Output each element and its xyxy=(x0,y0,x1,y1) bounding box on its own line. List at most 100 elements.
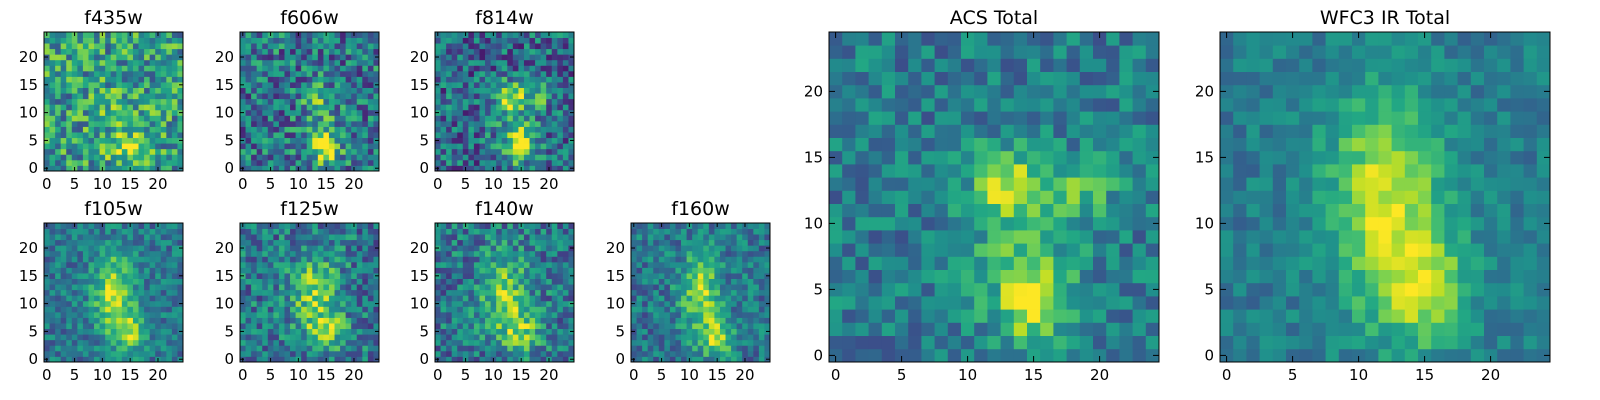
heatmap-cell xyxy=(290,154,296,161)
heatmap-cell xyxy=(653,300,660,307)
heatmap-cell xyxy=(340,228,347,235)
heatmap-cell xyxy=(440,317,447,324)
heatmap-cell xyxy=(306,43,313,50)
heatmap-cell xyxy=(764,234,771,241)
heatmap-cell xyxy=(171,120,178,127)
heatmap-cell xyxy=(758,228,765,235)
heatmap-cell xyxy=(490,54,497,61)
heatmap-cell xyxy=(49,143,56,150)
heatmap-cell xyxy=(523,137,530,144)
heatmap-cell xyxy=(518,245,525,252)
heatmap-cell xyxy=(155,120,162,127)
heatmap-cell xyxy=(88,65,95,72)
heatmap-cell xyxy=(462,273,469,279)
heatmap-cell xyxy=(367,126,374,133)
heatmap-cell xyxy=(110,43,117,50)
heatmap-cell xyxy=(562,70,569,77)
heatmap-cell xyxy=(686,339,693,346)
heatmap-cell xyxy=(155,289,162,296)
x-tick-label: 0 xyxy=(629,366,639,384)
heatmap-cell xyxy=(149,289,156,296)
heatmap-cell xyxy=(501,65,508,72)
heatmap-cell xyxy=(961,335,975,350)
heatmap-cell xyxy=(55,165,62,172)
heatmap-cell xyxy=(334,82,341,88)
heatmap-cell xyxy=(731,339,738,346)
heatmap-cell xyxy=(351,300,358,307)
heatmap-cell xyxy=(451,350,458,357)
heatmap-cell xyxy=(1066,322,1081,336)
heatmap-cell xyxy=(256,228,263,235)
heatmap-cell xyxy=(267,250,274,257)
heatmap-cell xyxy=(490,115,497,122)
heatmap-cell xyxy=(373,295,380,302)
heatmap-cell xyxy=(177,234,184,241)
heatmap-cell xyxy=(479,48,486,55)
heatmap-cell xyxy=(529,317,536,324)
heatmap-cell xyxy=(462,267,469,274)
heatmap-cell xyxy=(60,284,67,291)
heatmap-cell xyxy=(562,234,569,241)
heatmap-cell xyxy=(373,261,380,268)
heatmap-cell xyxy=(49,267,56,274)
heatmap-cell xyxy=(278,137,285,144)
heatmap-cell xyxy=(166,93,173,100)
heatmap-cell xyxy=(71,82,78,88)
heatmap-cell xyxy=(703,289,710,296)
heatmap-cell xyxy=(562,239,569,246)
heatmap-cell xyxy=(345,334,352,341)
heatmap-cell xyxy=(77,273,84,279)
heatmap-cell xyxy=(681,339,687,346)
heatmap-cell xyxy=(345,350,352,357)
heatmap-cell xyxy=(507,43,514,50)
heatmap-cell xyxy=(747,345,754,352)
heatmap-cell xyxy=(446,228,453,235)
heatmap-cell xyxy=(177,317,184,324)
heatmap-cell xyxy=(267,120,274,127)
heatmap-cell xyxy=(855,322,869,336)
heatmap-cell xyxy=(468,289,475,296)
heatmap-cell xyxy=(842,348,856,363)
heatmap-cell xyxy=(501,37,508,44)
heatmap-cell xyxy=(94,328,100,335)
heatmap-cell xyxy=(245,250,252,257)
heatmap-cell xyxy=(568,311,575,318)
heatmap-cell xyxy=(328,82,335,88)
heatmap-cell xyxy=(71,48,78,55)
heatmap-cell xyxy=(105,328,112,335)
heatmap-cell xyxy=(284,250,291,257)
heatmap-cell xyxy=(496,82,503,88)
heatmap-cell xyxy=(328,239,335,246)
heatmap-cell xyxy=(262,126,269,133)
heatmap-cell xyxy=(490,256,497,263)
heatmap-cell xyxy=(110,223,117,229)
heatmap-cell xyxy=(127,245,134,252)
heatmap-cell xyxy=(675,289,682,296)
heatmap-cell xyxy=(55,267,62,274)
heatmap-cell xyxy=(921,216,935,231)
heatmap-cell xyxy=(1145,216,1160,231)
heatmap-cell xyxy=(121,165,128,172)
heatmap-cell xyxy=(351,284,358,291)
heatmap-cell xyxy=(934,230,949,244)
heatmap-cell xyxy=(664,261,671,268)
heatmap-cell xyxy=(373,256,380,263)
heatmap-cell xyxy=(1066,177,1081,191)
heatmap-cell xyxy=(138,256,145,263)
heatmap-cell xyxy=(496,345,503,352)
heatmap-cell xyxy=(362,154,369,161)
heatmap-cell xyxy=(512,143,519,150)
heatmap-cell xyxy=(295,256,302,263)
heatmap-cell xyxy=(658,261,665,268)
heatmap-cell xyxy=(323,76,330,83)
heatmap-cell xyxy=(546,93,553,100)
heatmap-cell xyxy=(479,339,486,346)
heatmap-cell xyxy=(340,323,347,330)
heatmap-cell xyxy=(144,317,151,324)
heatmap-cell xyxy=(160,278,167,285)
heatmap-cell xyxy=(523,306,530,313)
heatmap-cell xyxy=(362,300,369,307)
heatmap-cell xyxy=(829,348,843,363)
heatmap-cell xyxy=(736,273,743,279)
heatmap-cell xyxy=(312,339,319,346)
